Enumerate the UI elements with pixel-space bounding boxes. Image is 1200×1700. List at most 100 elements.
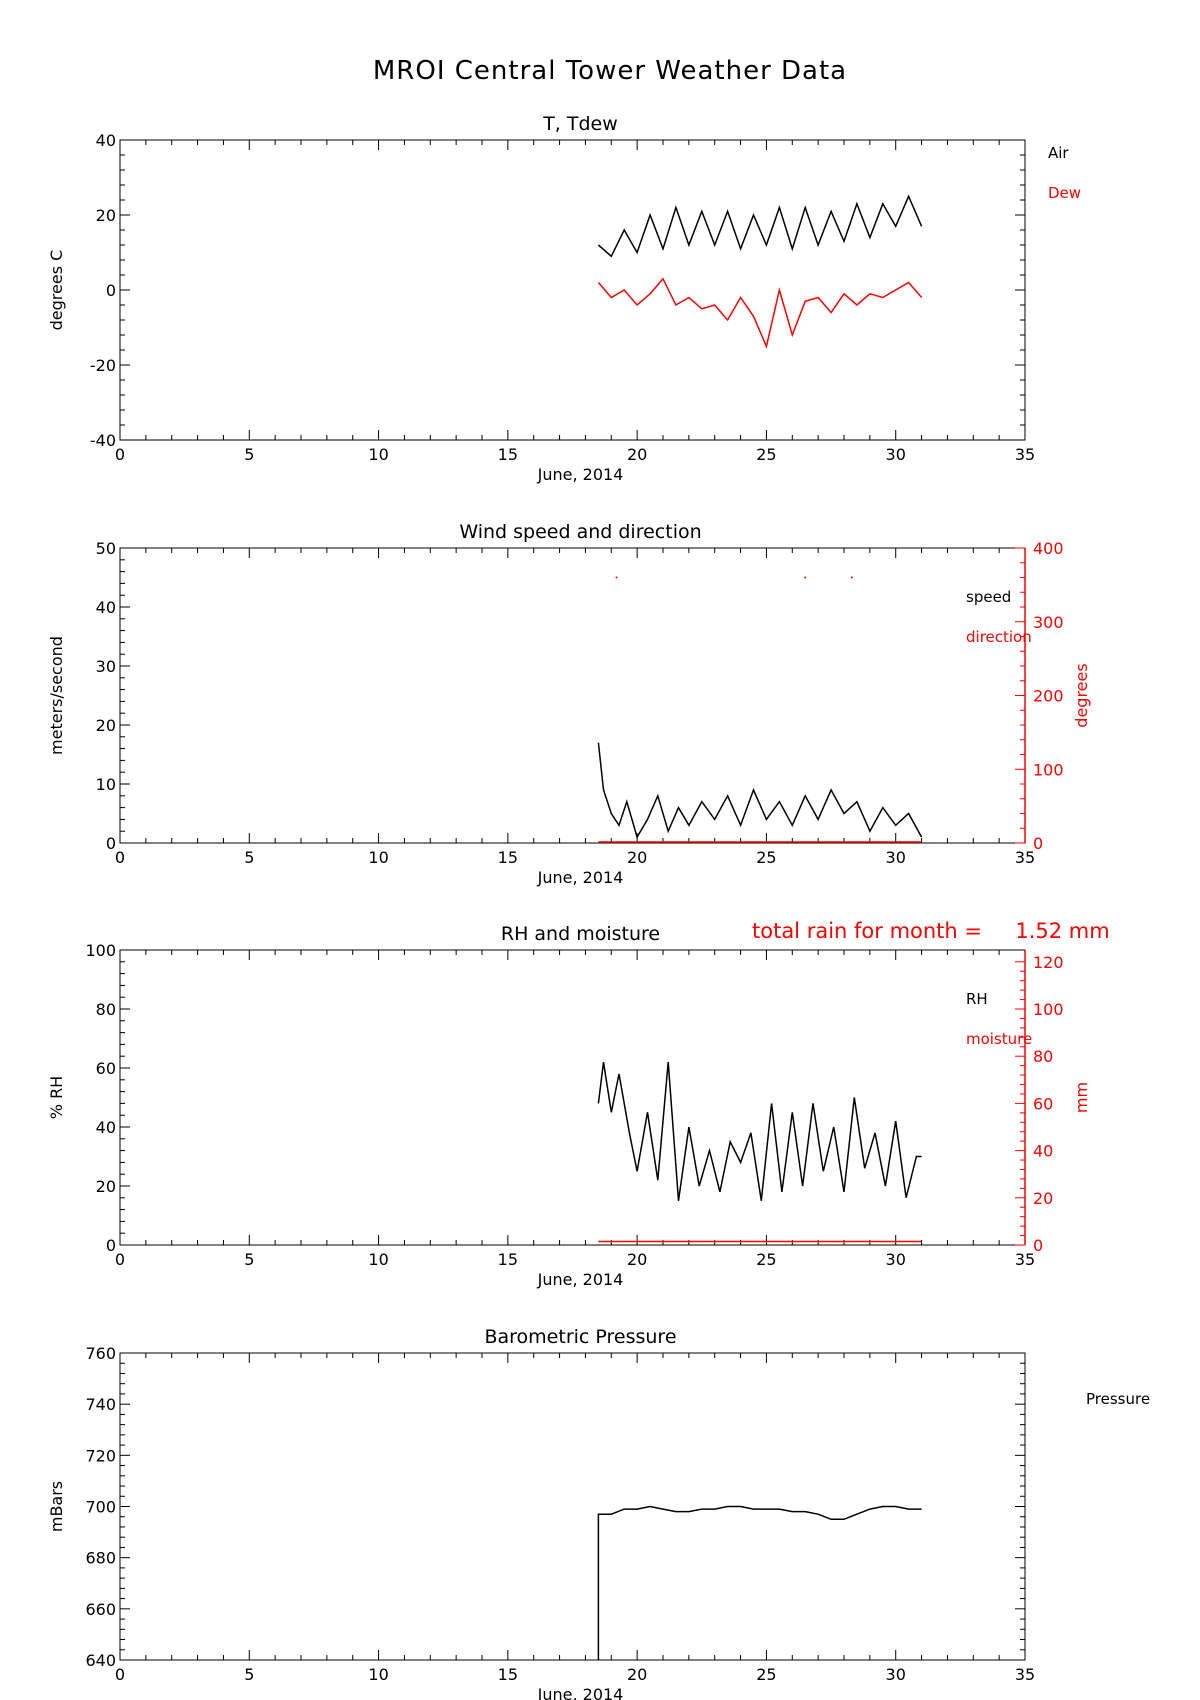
x-axis-label: June, 2014: [537, 868, 624, 887]
x-tick-label: 10: [368, 1665, 388, 1684]
x-tick-label: 5: [244, 445, 254, 464]
x-tick-label: 5: [244, 848, 254, 867]
y-axis-label: degrees C: [47, 250, 66, 331]
legend-Air: Air: [1048, 144, 1069, 162]
x-axis-label: June, 2014: [537, 465, 624, 484]
y2-tick-label: 100: [1033, 760, 1064, 779]
series-line-Pressure: [597, 1505, 922, 1660]
series-line-Dew: [597, 277, 923, 349]
x-tick-label: 25: [756, 1250, 776, 1269]
y-tick-label: 60: [96, 1059, 116, 1078]
x-tick-label: 15: [498, 445, 518, 464]
x-tick-label: 0: [115, 848, 125, 867]
x-tick-label: 15: [498, 848, 518, 867]
y2-tick-label: 20: [1033, 1189, 1053, 1208]
y2-tick-label: 120: [1033, 953, 1064, 972]
y-tick-label: 0: [106, 1236, 116, 1255]
legend-speed: speed: [966, 588, 1011, 606]
x-tick-label: 20: [627, 1250, 647, 1269]
y-tick-label: 740: [85, 1395, 116, 1414]
chart-2: [119, 547, 1026, 844]
y-axis-label: % RH: [47, 1076, 66, 1119]
page-title: MROI Central Tower Weather Data: [372, 56, 848, 86]
y-tick-label: 640: [85, 1651, 116, 1670]
y-tick-label: 20: [96, 716, 116, 735]
y2-tick-label: 300: [1033, 613, 1064, 632]
y2-tick-label: 0: [1033, 1236, 1043, 1255]
y-tick-label: 30: [96, 657, 116, 676]
y-tick-label: 50: [96, 539, 116, 558]
y2-tick-label: 80: [1033, 1047, 1053, 1066]
series-point-direction: [850, 576, 853, 579]
y-tick-label: -40: [90, 431, 116, 450]
x-tick-label: 0: [115, 1250, 125, 1269]
x-tick-label: 35: [1015, 1250, 1035, 1269]
chart-4: [119, 1352, 1026, 1661]
legend-Dew: Dew: [1048, 184, 1081, 202]
plot-frame: [119, 139, 1026, 441]
y-tick-label: 80: [96, 1000, 116, 1019]
y-tick-label: 40: [96, 1118, 116, 1137]
y-axis-label: mBars: [47, 1481, 66, 1532]
x-axis-label: June, 2014: [537, 1685, 624, 1700]
x-tick-label: 30: [886, 1665, 906, 1684]
y2-tick-label: 200: [1033, 687, 1064, 706]
y-tick-label: 20: [96, 206, 116, 225]
x-tick-label: 0: [115, 445, 125, 464]
y-tick-label: 700: [85, 1498, 116, 1517]
legend-Pressure: Pressure: [1086, 1390, 1150, 1408]
x-tick-label: 15: [498, 1665, 518, 1684]
y-tick-label: 680: [85, 1549, 116, 1568]
series-line-RH: [597, 1061, 922, 1201]
x-tick-label: 5: [244, 1665, 254, 1684]
y2-tick-label: 0: [1033, 834, 1043, 853]
x-tick-label: 30: [886, 1250, 906, 1269]
chart-title: RH and moisture: [501, 923, 660, 945]
x-tick-label: 25: [756, 848, 776, 867]
y-tick-label: 40: [96, 598, 116, 617]
x-tick-label: 10: [368, 1250, 388, 1269]
legend-direction: direction: [966, 628, 1032, 646]
x-tick-label: 25: [756, 445, 776, 464]
y-tick-label: 100: [85, 941, 116, 960]
plot-frame: [119, 949, 1026, 1246]
x-tick-label: 15: [498, 1250, 518, 1269]
rain-total-annotation: total rain for month = 1.52 mm: [752, 919, 1110, 943]
y-tick-label: 0: [106, 281, 116, 300]
x-tick-label: 5: [244, 1250, 254, 1269]
y-tick-label: 660: [85, 1600, 116, 1619]
y2-tick-label: 60: [1033, 1094, 1053, 1113]
y-tick-label: -20: [90, 356, 116, 375]
x-tick-label: 35: [1015, 445, 1035, 464]
x-tick-label: 35: [1015, 848, 1035, 867]
chart-1: [119, 139, 1026, 441]
x-tick-label: 30: [886, 445, 906, 464]
x-tick-label: 10: [368, 445, 388, 464]
chart-title: Wind speed and direction: [459, 521, 701, 543]
y-tick-label: 20: [96, 1177, 116, 1196]
series-line-Air: [597, 194, 923, 258]
x-tick-label: 20: [627, 1665, 647, 1684]
y2-tick-label: 400: [1033, 539, 1064, 558]
x-tick-label: 20: [627, 445, 647, 464]
series-line-speed: [597, 742, 923, 839]
y2-axis-label: mm: [1072, 1082, 1091, 1113]
y-tick-label: 720: [85, 1446, 116, 1465]
x-tick-label: 10: [368, 848, 388, 867]
y2-tick-label: 100: [1033, 1000, 1064, 1019]
legend-moisture: moisture: [966, 1030, 1032, 1048]
x-tick-label: 35: [1015, 1665, 1035, 1684]
series-point-direction: [804, 576, 807, 579]
series-point-direction: [615, 576, 618, 579]
y-tick-label: 0: [106, 834, 116, 853]
y2-tick-label: 40: [1033, 1142, 1053, 1161]
y-tick-label: 40: [96, 131, 116, 150]
y-tick-label: 760: [85, 1344, 116, 1363]
x-tick-label: 30: [886, 848, 906, 867]
y-tick-label: 10: [96, 775, 116, 794]
y2-axis-label: degrees: [1072, 663, 1091, 727]
x-axis-label: June, 2014: [537, 1270, 624, 1289]
x-tick-label: 20: [627, 848, 647, 867]
x-tick-label: 25: [756, 1665, 776, 1684]
